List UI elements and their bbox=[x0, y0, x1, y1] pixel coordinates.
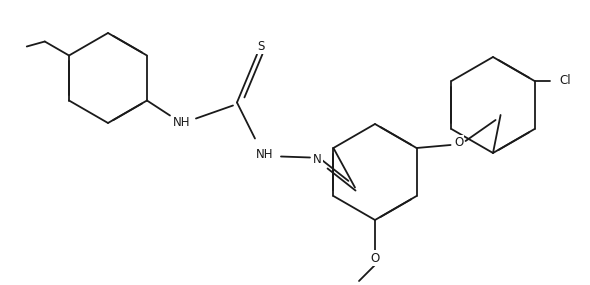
Text: Cl: Cl bbox=[559, 74, 571, 87]
Text: NH: NH bbox=[256, 148, 274, 161]
Text: N: N bbox=[313, 153, 322, 166]
Text: S: S bbox=[257, 40, 265, 53]
Text: O: O bbox=[454, 137, 463, 150]
Text: NH: NH bbox=[173, 116, 191, 129]
Text: O: O bbox=[371, 251, 379, 264]
